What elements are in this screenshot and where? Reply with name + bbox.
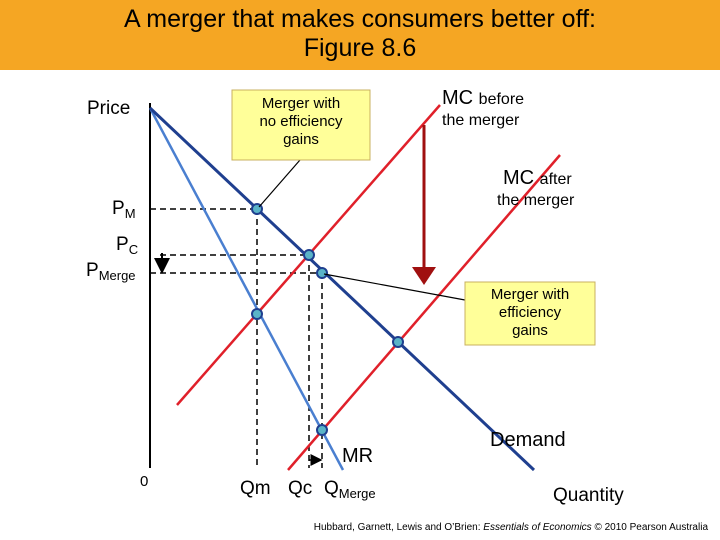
curve-label: the merger [497, 192, 575, 209]
x-axis-label: Quantity [553, 485, 624, 506]
curve-rest: before [479, 91, 524, 108]
footer-authors: Hubbard, Garnett, Lewis and O’Brien: [314, 522, 484, 533]
footer-rest: © 2010 Pearson Australia [592, 522, 709, 533]
mc-after-line [287, 154, 561, 471]
curve-label: Demand [490, 429, 566, 451]
curve-label: MC before [442, 87, 524, 109]
curve-rest: after [540, 171, 573, 188]
curve-main: MC [442, 87, 473, 109]
price-label: PMerge [86, 260, 136, 283]
callout-text: gains [283, 131, 319, 148]
curve-label: MC after [503, 167, 572, 189]
curve-main: MC [503, 167, 534, 189]
callout-box [231, 89, 371, 161]
symbol: Q [324, 478, 339, 499]
mr-line [148, 107, 345, 471]
callout-text: no efficiency [259, 113, 343, 130]
subscript: Merge [99, 268, 136, 283]
price-label: PM [112, 198, 136, 221]
footer: Hubbard, Garnett, Lewis and O’Brien: Ess… [314, 522, 709, 533]
title-line: Figure 8.6 [304, 34, 417, 62]
callout-text: Merger with [491, 286, 569, 303]
callout-leader [323, 273, 466, 301]
curve-label: MR [342, 445, 373, 467]
title-band [0, 0, 720, 70]
quantity-label: Qm [240, 478, 271, 499]
y-axis-label: Price [87, 98, 130, 119]
origin-label: 0 [140, 473, 148, 490]
subscript: M [125, 206, 136, 221]
callout-text: efficiency [499, 304, 562, 321]
symbol: P [86, 260, 99, 281]
callout-text: Merger with [262, 95, 340, 112]
quantity-label: QMerge [324, 478, 376, 501]
subscript: C [129, 242, 138, 257]
title-line: A merger that makes consumers better off… [124, 5, 596, 33]
footer-book: Essentials of Economics [483, 522, 591, 533]
price-label: PC [116, 234, 138, 257]
symbol: P [116, 234, 129, 255]
points [251, 203, 404, 436]
callout-box [464, 281, 596, 346]
demand-line [148, 106, 536, 472]
callout-text: gains [512, 322, 548, 339]
callout-leader [258, 159, 301, 208]
subscript: Merge [339, 486, 376, 501]
quantity-label: Qc [288, 478, 312, 499]
curve-label: the merger [442, 112, 520, 129]
symbol: P [112, 198, 125, 219]
